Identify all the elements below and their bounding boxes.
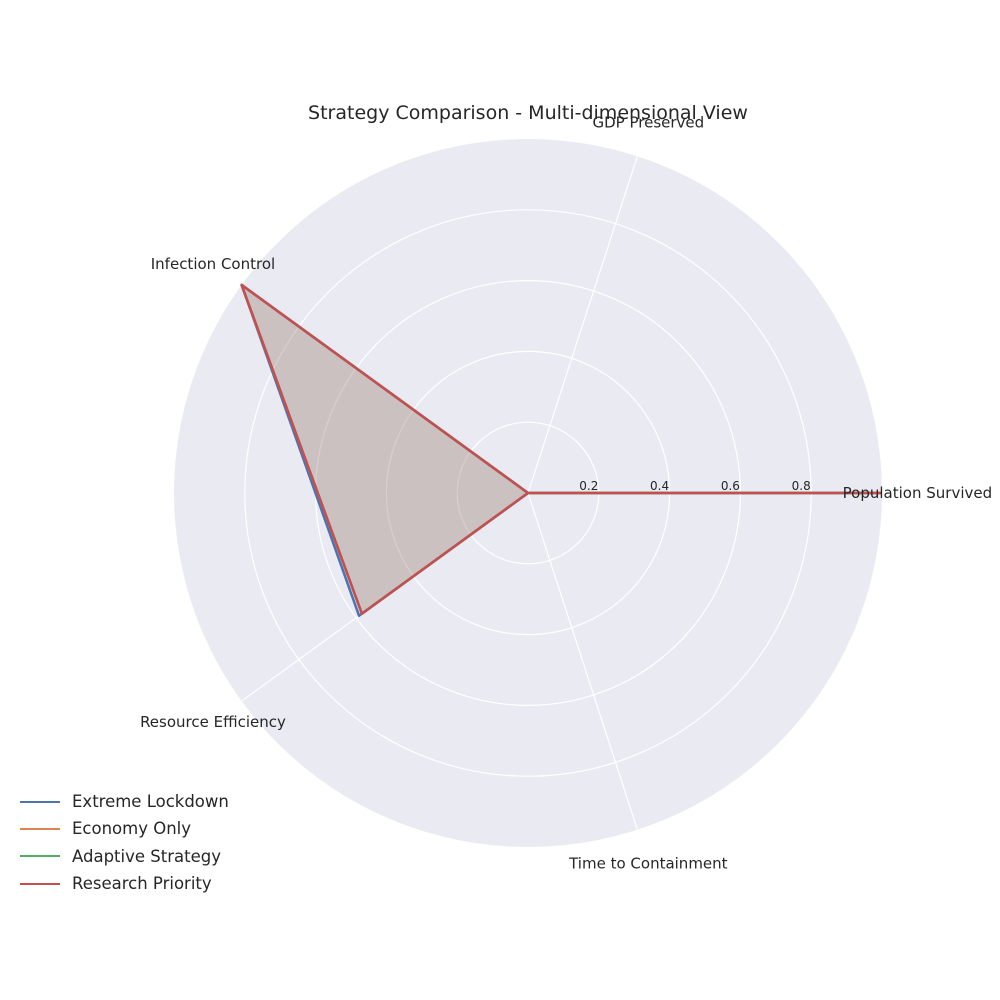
legend-item: Economy Only (20, 815, 229, 842)
legend-item: Extreme Lockdown (20, 788, 229, 815)
series-fill-4 (241, 284, 883, 614)
legend-label: Adaptive Strategy (72, 846, 221, 866)
tick-label-1: 0.2 (579, 479, 598, 493)
grid-spoke-2 (527, 156, 638, 494)
tick-label-3: 0.6 (721, 479, 740, 493)
series-fill-2 (241, 284, 883, 614)
axis-labels: Population Survived GDP Preserved Infectio… (140, 114, 992, 873)
axis-label-2: GDP Preserved (592, 114, 704, 132)
axis-label-1: Population Survived (843, 484, 992, 502)
series-line-4 (240, 283, 882, 615)
axis-label-4: Resource Efficiency (140, 713, 286, 731)
grid-spoke-5 (527, 492, 638, 830)
legend-label: Research Priority (72, 874, 212, 894)
legend-swatch (20, 827, 60, 830)
legend-label: Economy Only (72, 819, 192, 839)
legend-label: Extreme Lockdown (72, 792, 229, 812)
legend-swatch (20, 882, 60, 885)
tick-label-2: 0.4 (650, 479, 669, 493)
radial-tick-labels: 0.2 0.4 0.6 0.8 (579, 479, 810, 493)
series-layer (240, 283, 883, 618)
legend-item: Research Priority (20, 870, 229, 897)
axis-label-5: Time to Containment (568, 854, 728, 872)
legend-swatch (20, 800, 60, 803)
legend-item: Adaptive Strategy (20, 843, 229, 870)
legend-swatch (20, 855, 60, 858)
axis-label-3: Infection Control (151, 255, 275, 273)
series-fill-3 (241, 284, 883, 614)
chart-title: Strategy Comparison - Multi-dimensional … (308, 102, 748, 124)
legend: Extreme Lockdown Economy Only Adaptive Str… (20, 788, 229, 897)
series-fill-1 (241, 284, 883, 616)
tick-label-4: 0.8 (792, 479, 811, 493)
